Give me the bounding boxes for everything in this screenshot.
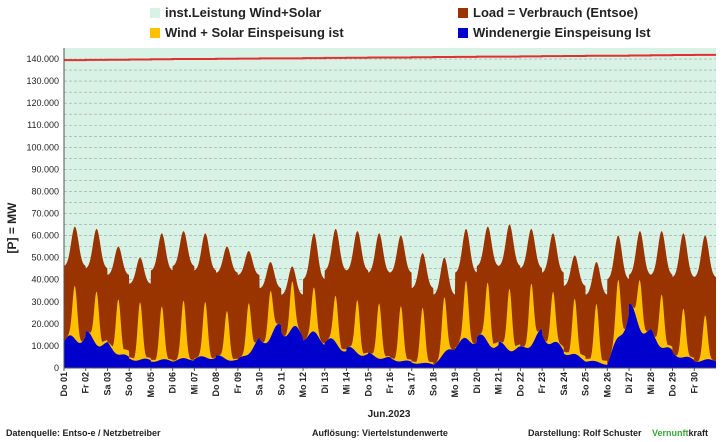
x-axis-label: Jun.2023 xyxy=(368,409,411,420)
x-tick-label: Di 27 xyxy=(624,372,634,394)
x-tick-label: Di 13 xyxy=(320,372,330,394)
x-tick-label: So 11 xyxy=(276,372,286,396)
legend-item-wind-solar: Wind + Solar Einspeisung ist xyxy=(150,25,344,40)
y-tick-label: 60.000 xyxy=(31,231,59,241)
y-tick-label: 100.000 xyxy=(26,142,59,152)
x-tick-label: Mi 07 xyxy=(189,372,199,395)
legend-swatch xyxy=(458,28,468,38)
y-tick-label: 30.000 xyxy=(31,297,59,307)
x-tick-label: Do 15 xyxy=(363,372,373,397)
y-tick-labels: 0 10.000 20.000 30.000 40.000 50.000 60.000 70.… xyxy=(26,54,59,373)
x-tick-label: Fr 23 xyxy=(537,372,547,394)
x-tick-label: Do 29 xyxy=(668,372,678,397)
x-tick-label: Fr 09 xyxy=(233,372,243,394)
x-tick-label: Di 06 xyxy=(168,372,178,394)
x-tick-label: Do 01 xyxy=(59,372,69,397)
y-tick-label: 70.000 xyxy=(31,209,59,219)
brand-prefix: Vernunft xyxy=(652,428,689,438)
y-tick-label: 140.000 xyxy=(26,54,59,64)
y-tick-label: 40.000 xyxy=(31,275,59,285)
x-tick-label: Do 22 xyxy=(515,372,525,397)
legend-item-wind: Windenergie Einspeisung Ist xyxy=(458,25,651,40)
x-tick-label: Mo 19 xyxy=(450,372,460,398)
legend-swatch xyxy=(458,8,468,18)
y-tick-label: 80.000 xyxy=(31,186,59,196)
x-tick-label: So 25 xyxy=(581,372,591,396)
wind-area xyxy=(64,303,716,368)
brand-logo: Vernunftkraft xyxy=(652,428,708,438)
legend-item-inst-leistung: inst.Leistung Wind+Solar xyxy=(150,5,321,20)
legend-label: Wind + Solar Einspeisung ist xyxy=(165,25,344,40)
y-tick-label: 0 xyxy=(54,363,59,373)
x-tick-label: Mi 28 xyxy=(646,372,656,395)
x-tick-label: Sa 03 xyxy=(102,372,112,396)
x-tick-label: Mi 21 xyxy=(494,372,504,395)
y-tick-label: 50.000 xyxy=(31,253,59,263)
y-tick-label: 110.000 xyxy=(27,120,59,130)
x-tick-label: So 04 xyxy=(124,372,134,396)
legend-label: Load = Verbrauch (Entsoe) xyxy=(473,5,639,20)
brand-suffix: kraft xyxy=(688,428,709,438)
footer-source: Datenquelle: Entso-e / Netzbetreiber xyxy=(6,428,161,438)
x-tick-label: So 18 xyxy=(428,372,438,396)
y-tick-label: 130.000 xyxy=(26,76,59,86)
x-tick-label: Fr 30 xyxy=(689,372,699,394)
footer-author-text: Darstellung: Rolf Schuster xyxy=(528,428,642,438)
x-tick-label: Mo 12 xyxy=(298,372,308,398)
x-tick-label: Mo 26 xyxy=(602,372,612,398)
y-tick-label: 90.000 xyxy=(31,164,59,174)
x-tick-label: Fr 02 xyxy=(81,372,91,394)
x-tick-label: Sa 24 xyxy=(559,372,569,396)
y-tick-label: 10.000 xyxy=(31,341,59,351)
x-tick-label: Mo 05 xyxy=(146,372,156,398)
x-tick-label: Sa 17 xyxy=(407,372,417,396)
legend-label: inst.Leistung Wind+Solar xyxy=(165,5,322,20)
x-tick-label: Do 08 xyxy=(211,372,221,397)
y-tick-label: 20.000 xyxy=(31,319,59,329)
footer-author: Darstellung: Rolf Schuster Vernunftkraft xyxy=(528,428,708,438)
footer-resolution: Auflösung: Viertelstundenwerte xyxy=(312,428,448,438)
x-tick-label: Di 20 xyxy=(472,372,482,394)
x-tick-labels: Do 01 Fr 02 Sa 03 So 04 Mo 05 Di 06 Mi 07 Do 08… xyxy=(59,368,699,398)
x-tick-label: Mi 14 xyxy=(342,372,352,395)
legend-swatch xyxy=(150,28,160,38)
legend-swatch xyxy=(150,8,160,18)
y-tick-label: 120.000 xyxy=(26,98,59,108)
x-tick-label: Sa 10 xyxy=(255,372,265,396)
inst-leistung-line xyxy=(64,53,716,62)
x-tick-label: Fr 16 xyxy=(385,372,395,394)
legend-label: Windenergie Einspeisung Ist xyxy=(473,25,651,40)
y-axis-label: [P] = MW xyxy=(5,202,19,254)
legend-item-load: Load = Verbrauch (Entsoe) xyxy=(458,5,638,20)
